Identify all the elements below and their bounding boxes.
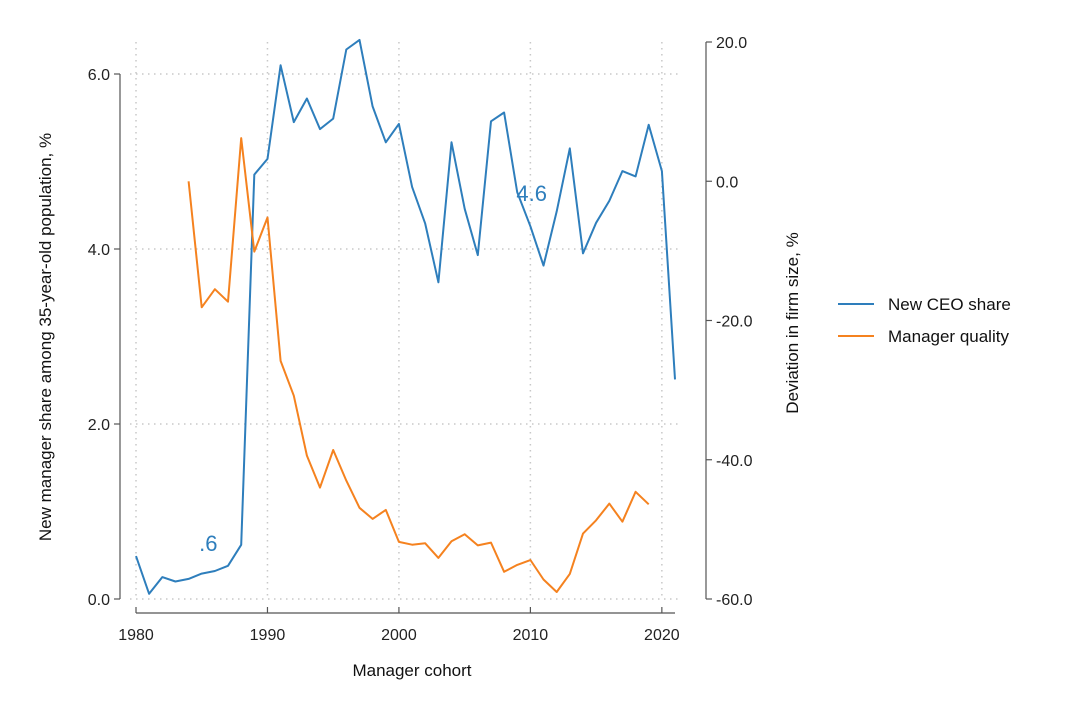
legend: New CEO share Manager quality [838,295,1011,346]
left-y-axis-title: New manager share among 35-year-old popu… [36,133,55,541]
right-y-tick-label: -40.0 [716,453,753,470]
left-y-tick-label: 0.0 [88,592,110,609]
right-y-tick-label: -60.0 [716,592,753,609]
series-line-manager-quality [187,137,650,593]
series-line-new-ceo-share [135,38,676,595]
right-y-tick-label: -20.0 [716,314,753,331]
right-y-axis-title: Deviation in firm size, % [783,232,802,413]
annotation-label: .6 [199,531,217,556]
x-axis-title: Manager cohort [352,661,471,680]
axes-layer: 1980 1990 2000 2010 2020 0.0 2.0 4.0 6.0 -60.0 -40… [88,35,753,644]
annotation-label: 4.6 [516,181,547,206]
x-tick-label: 1990 [250,627,286,644]
annotation-layer: .6 4.6 [199,181,547,556]
right-y-tick-label: 20.0 [716,35,747,52]
legend-label: New CEO share [888,295,1011,314]
x-tick-label: 2020 [644,627,680,644]
x-tick-label: 1980 [118,627,154,644]
left-y-tick-label: 6.0 [88,67,110,84]
x-tick-label: 2010 [513,627,549,644]
x-tick-label: 2000 [381,627,417,644]
grid-layer [130,42,681,600]
left-y-tick-label: 4.0 [88,242,110,259]
legend-label: Manager quality [888,327,1009,346]
left-y-tick-label: 2.0 [88,417,110,434]
right-y-tick-label: 0.0 [716,174,738,191]
series-layer [135,38,676,595]
